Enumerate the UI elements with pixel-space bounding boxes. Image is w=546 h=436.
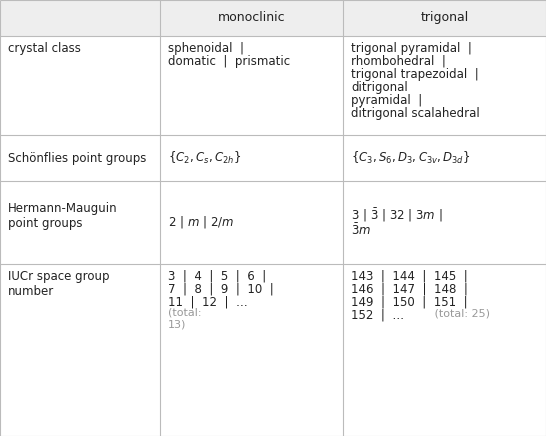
Text: Hermann-Mauguin
point groups: Hermann-Mauguin point groups — [8, 202, 117, 230]
Text: rhombohedral  |: rhombohedral | — [351, 55, 446, 68]
Text: 152  |  …: 152 | … — [351, 309, 404, 322]
Text: $2\ |\ m\ |\ 2/m$: $2\ |\ m\ |\ 2/m$ — [168, 215, 234, 230]
Text: trigonal pyramidal  |: trigonal pyramidal | — [351, 42, 472, 55]
Text: $\{C_2, C_s, C_{2h}\}$: $\{C_2, C_s, C_{2h}\}$ — [168, 150, 241, 166]
Text: monoclinic: monoclinic — [218, 11, 286, 24]
Text: $\bar{3}m$: $\bar{3}m$ — [351, 222, 371, 238]
Text: ditrigonal scalahedral: ditrigonal scalahedral — [351, 107, 480, 120]
Text: 146  |  147  |  148  |: 146 | 147 | 148 | — [351, 283, 468, 296]
Text: (total: 25): (total: 25) — [431, 309, 490, 319]
Text: crystal class: crystal class — [8, 42, 81, 55]
Text: ditrigonal: ditrigonal — [351, 81, 408, 94]
Text: Schönflies point groups: Schönflies point groups — [8, 152, 146, 164]
Text: 3  |  4  |  5  |  6  |: 3 | 4 | 5 | 6 | — [168, 270, 266, 283]
Text: 7  |  8  |  9  |  10  |: 7 | 8 | 9 | 10 | — [168, 283, 274, 296]
Text: $\{C_3, S_6, D_3, C_{3v}, D_{3d}\}$: $\{C_3, S_6, D_3, C_{3v}, D_{3d}\}$ — [351, 150, 471, 166]
Text: trigonal trapezoidal  |: trigonal trapezoidal | — [351, 68, 479, 81]
Text: $3\ |\ \bar{3}\ |\ 32\ |\ 3m\ |$: $3\ |\ \bar{3}\ |\ 32\ |\ 3m\ |$ — [351, 206, 443, 224]
Text: 13): 13) — [168, 320, 186, 330]
Text: IUCr space group
number: IUCr space group number — [8, 270, 110, 298]
Text: 149  |  150  |  151  |: 149 | 150 | 151 | — [351, 296, 467, 309]
Text: sphenoidal  |: sphenoidal | — [168, 42, 244, 55]
Text: trigonal: trigonal — [420, 11, 468, 24]
Text: domatic  |  prismatic: domatic | prismatic — [168, 55, 290, 68]
Text: pyramidal  |: pyramidal | — [351, 94, 422, 107]
Text: 143  |  144  |  145  |: 143 | 144 | 145 | — [351, 270, 468, 283]
Text: (total:: (total: — [168, 308, 201, 318]
Text: 11  |  12  |  …: 11 | 12 | … — [168, 296, 248, 309]
